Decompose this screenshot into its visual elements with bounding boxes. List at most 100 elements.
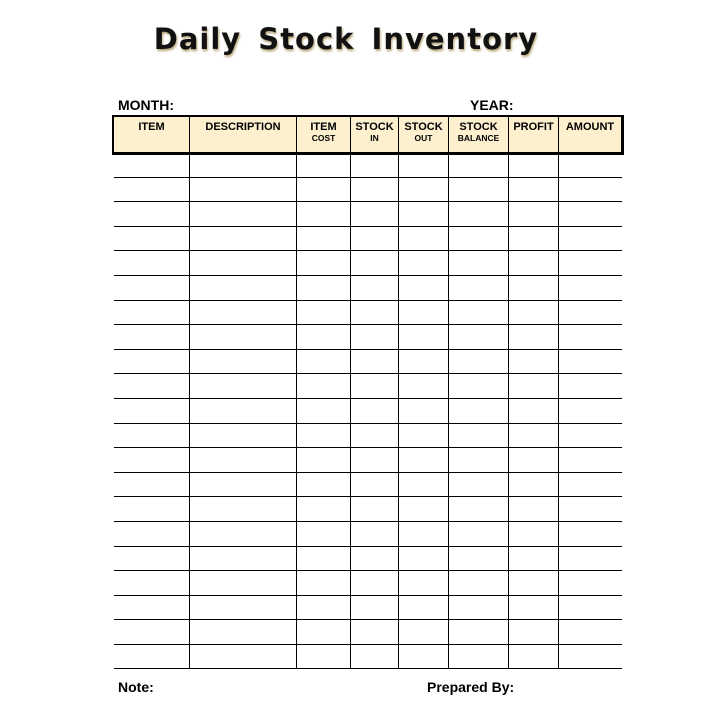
- table-cell[interactable]: [296, 570, 351, 596]
- table-cell[interactable]: [189, 152, 297, 178]
- table-cell[interactable]: [508, 644, 559, 670]
- table-cell[interactable]: [189, 570, 297, 596]
- table-cell[interactable]: [113, 644, 190, 670]
- table-cell[interactable]: [448, 595, 509, 621]
- table-cell[interactable]: [350, 226, 399, 252]
- table-cell[interactable]: [296, 226, 351, 252]
- table-cell[interactable]: [350, 275, 399, 301]
- table-cell[interactable]: [296, 324, 351, 350]
- table-cell[interactable]: [508, 546, 559, 572]
- table-cell[interactable]: [113, 619, 190, 645]
- table-cell[interactable]: [113, 300, 190, 326]
- table-cell[interactable]: [398, 570, 449, 596]
- table-cell[interactable]: [398, 152, 449, 178]
- table-cell[interactable]: [448, 373, 509, 399]
- table-cell[interactable]: [189, 472, 297, 498]
- table-cell[interactable]: [189, 546, 297, 572]
- table-cell[interactable]: [189, 177, 297, 203]
- table-cell[interactable]: [448, 546, 509, 572]
- table-cell[interactable]: [189, 324, 297, 350]
- table-cell[interactable]: [189, 275, 297, 301]
- table-cell[interactable]: [350, 521, 399, 547]
- table-cell[interactable]: [189, 521, 297, 547]
- table-cell[interactable]: [113, 447, 190, 473]
- table-cell[interactable]: [189, 201, 297, 227]
- table-cell[interactable]: [558, 152, 622, 178]
- table-cell[interactable]: [558, 546, 622, 572]
- table-cell[interactable]: [558, 423, 622, 449]
- table-cell[interactable]: [558, 275, 622, 301]
- table-cell[interactable]: [558, 324, 622, 350]
- table-cell[interactable]: [113, 373, 190, 399]
- table-cell[interactable]: [296, 595, 351, 621]
- table-cell[interactable]: [448, 570, 509, 596]
- table-cell[interactable]: [296, 546, 351, 572]
- table-cell[interactable]: [189, 250, 297, 276]
- table-cell[interactable]: [350, 644, 399, 670]
- table-cell[interactable]: [448, 250, 509, 276]
- table-cell[interactable]: [189, 644, 297, 670]
- table-cell[interactable]: [448, 644, 509, 670]
- table-cell[interactable]: [448, 300, 509, 326]
- table-cell[interactable]: [508, 300, 559, 326]
- table-cell[interactable]: [113, 472, 190, 498]
- table-cell[interactable]: [558, 521, 622, 547]
- table-cell[interactable]: [350, 177, 399, 203]
- table-cell[interactable]: [350, 324, 399, 350]
- table-cell[interactable]: [113, 570, 190, 596]
- table-cell[interactable]: [558, 496, 622, 522]
- table-cell[interactable]: [398, 324, 449, 350]
- table-cell[interactable]: [398, 349, 449, 375]
- table-cell[interactable]: [558, 570, 622, 596]
- table-cell[interactable]: [508, 472, 559, 498]
- table-cell[interactable]: [113, 496, 190, 522]
- table-cell[interactable]: [113, 546, 190, 572]
- table-cell[interactable]: [296, 349, 351, 375]
- table-cell[interactable]: [508, 595, 559, 621]
- table-cell[interactable]: [296, 644, 351, 670]
- table-cell[interactable]: [350, 398, 399, 424]
- table-cell[interactable]: [113, 349, 190, 375]
- table-cell[interactable]: [508, 570, 559, 596]
- table-cell[interactable]: [296, 619, 351, 645]
- table-cell[interactable]: [508, 398, 559, 424]
- table-cell[interactable]: [448, 275, 509, 301]
- table-cell[interactable]: [508, 201, 559, 227]
- table-cell[interactable]: [296, 275, 351, 301]
- table-cell[interactable]: [296, 521, 351, 547]
- table-cell[interactable]: [448, 619, 509, 645]
- table-cell[interactable]: [350, 152, 399, 178]
- table-cell[interactable]: [189, 496, 297, 522]
- table-cell[interactable]: [448, 324, 509, 350]
- table-cell[interactable]: [350, 619, 399, 645]
- table-cell[interactable]: [296, 250, 351, 276]
- table-cell[interactable]: [113, 595, 190, 621]
- table-cell[interactable]: [350, 300, 399, 326]
- table-cell[interactable]: [113, 521, 190, 547]
- table-cell[interactable]: [398, 300, 449, 326]
- table-cell[interactable]: [558, 447, 622, 473]
- table-cell[interactable]: [113, 324, 190, 350]
- table-cell[interactable]: [398, 373, 449, 399]
- table-cell[interactable]: [113, 398, 190, 424]
- table-cell[interactable]: [113, 152, 190, 178]
- table-cell[interactable]: [508, 152, 559, 178]
- table-cell[interactable]: [398, 275, 449, 301]
- table-cell[interactable]: [508, 177, 559, 203]
- table-cell[interactable]: [558, 300, 622, 326]
- table-cell[interactable]: [350, 472, 399, 498]
- table-cell[interactable]: [189, 373, 297, 399]
- table-cell[interactable]: [448, 226, 509, 252]
- table-cell[interactable]: [448, 423, 509, 449]
- table-cell[interactable]: [189, 423, 297, 449]
- table-cell[interactable]: [296, 177, 351, 203]
- table-cell[interactable]: [350, 423, 399, 449]
- table-cell[interactable]: [508, 349, 559, 375]
- table-cell[interactable]: [113, 177, 190, 203]
- table-cell[interactable]: [508, 324, 559, 350]
- table-cell[interactable]: [296, 472, 351, 498]
- table-cell[interactable]: [296, 423, 351, 449]
- table-cell[interactable]: [350, 447, 399, 473]
- table-cell[interactable]: [296, 496, 351, 522]
- table-cell[interactable]: [558, 250, 622, 276]
